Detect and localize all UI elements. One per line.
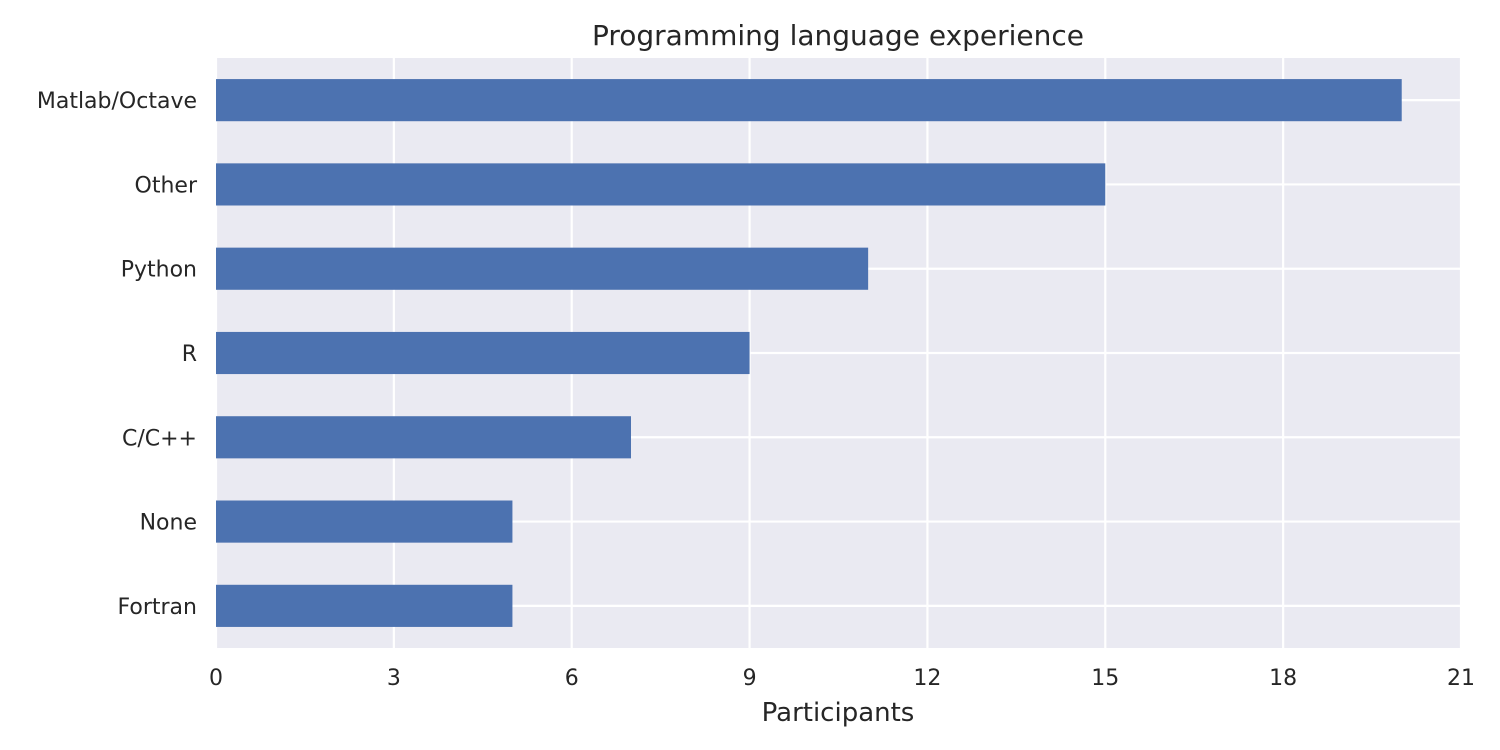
x-axis-label: Participants	[762, 698, 915, 728]
bar	[216, 163, 1106, 206]
y-tick-label: None	[140, 511, 197, 536]
y-tick-label: Other	[135, 173, 198, 198]
x-tick-label: 6	[565, 666, 579, 691]
bar	[216, 331, 750, 375]
x-tick-label: 18	[1269, 666, 1297, 691]
x-tick-label: 9	[743, 666, 757, 691]
y-tick-label: Matlab/Octave	[37, 89, 197, 114]
bar	[216, 584, 513, 627]
y-tick-label: Fortran	[118, 595, 197, 620]
bar	[216, 247, 869, 290]
x-tick-label: 3	[387, 666, 401, 691]
bar	[216, 416, 631, 459]
x-tick-label: 21	[1447, 666, 1475, 691]
x-tick-label: 12	[913, 666, 941, 691]
x-tick-label: 0	[209, 666, 223, 691]
y-tick-label: C/C++	[122, 426, 197, 451]
x-tick-label: 15	[1091, 666, 1119, 691]
bars	[216, 79, 1402, 627]
bar	[216, 500, 513, 543]
y-tick-label: R	[182, 342, 197, 367]
y-tick-label: Python	[121, 258, 197, 283]
y-tick-labels: Matlab/Octave Other Python R C/C++ None Fortra…	[37, 89, 198, 620]
bar	[216, 79, 1402, 122]
chart-title: Programming language experience	[592, 19, 1084, 52]
x-tick-labels: 0 3 6 9 12 15 18 21	[209, 666, 1475, 691]
